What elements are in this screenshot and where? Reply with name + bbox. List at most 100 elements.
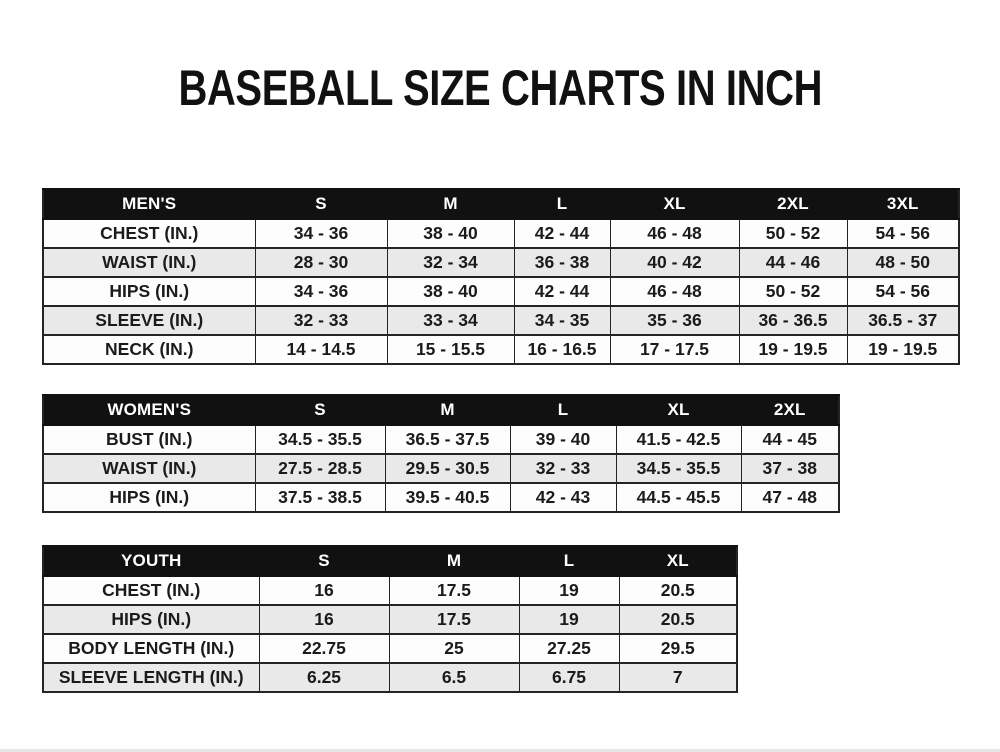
- row-label-cell: WAIST (IN.): [42, 453, 256, 484]
- row-label-cell: CHEST (IN.): [42, 218, 256, 249]
- youth-size-header-cell: L: [518, 545, 620, 577]
- womens-size-header-cell: XL: [615, 394, 742, 426]
- womens-size-header-cell: L: [509, 394, 617, 426]
- youth-table-row: SLEEVE LENGTH (IN.) 6.25 6.5 6.75 7: [42, 662, 738, 693]
- mens-size-header-cell: 3XL: [846, 188, 960, 220]
- size-value-cell: 6.75: [518, 662, 620, 693]
- size-value-cell: 34 - 35: [513, 305, 611, 336]
- size-value-cell: 14 - 14.5: [254, 334, 388, 365]
- size-value-cell: 47 - 48: [740, 482, 840, 513]
- size-value-cell: 54 - 56: [846, 276, 960, 307]
- size-value-cell: 28 - 30: [254, 247, 388, 278]
- youth-table-row: CHEST (IN.) 16 17.5 19 20.5: [42, 575, 738, 606]
- size-value-cell: 33 - 34: [386, 305, 515, 336]
- size-value-cell: 44 - 46: [738, 247, 848, 278]
- youth-size-header-cell: M: [388, 545, 520, 577]
- size-value-cell: 46 - 48: [609, 276, 740, 307]
- image-bottom-edge: [0, 749, 1000, 752]
- size-value-cell: 20.5: [618, 604, 738, 635]
- youth-table-title-cell: YOUTH: [42, 545, 260, 577]
- row-label-cell: BODY LENGTH (IN.): [42, 633, 260, 664]
- page-title: BASEBALL SIZE CHARTS IN INCH: [178, 60, 822, 116]
- size-value-cell: 50 - 52: [738, 218, 848, 249]
- womens-header-row: WOMEN'S S M L XL 2XL: [42, 394, 840, 426]
- size-value-cell: 22.75: [258, 633, 390, 664]
- size-value-cell: 37.5 - 38.5: [254, 482, 386, 513]
- mens-table-title-cell: MEN'S: [42, 188, 256, 220]
- size-value-cell: 19 - 19.5: [846, 334, 960, 365]
- size-value-cell: 32 - 33: [509, 453, 617, 484]
- size-value-cell: 35 - 36: [609, 305, 740, 336]
- mens-size-header-cell: 2XL: [738, 188, 848, 220]
- youth-table-row: BODY LENGTH (IN.) 22.75 25 27.25 29.5: [42, 633, 738, 664]
- size-value-cell: 27.5 - 28.5: [254, 453, 386, 484]
- mens-table-row: WAIST (IN.) 28 - 30 32 - 34 36 - 38 40 - 42 4…: [42, 247, 960, 278]
- size-value-cell: 19: [518, 575, 620, 606]
- youth-size-table: YOUTH S M L XL CHEST (IN.) 16 17.5 19 20.5 HIPS (I…: [42, 545, 738, 693]
- size-value-cell: 16: [258, 604, 390, 635]
- row-label-cell: SLEEVE (IN.): [42, 305, 256, 336]
- mens-header-row: MEN'S S M L XL 2XL 3XL: [42, 188, 960, 220]
- size-value-cell: 38 - 40: [386, 276, 515, 307]
- size-value-cell: 34 - 36: [254, 276, 388, 307]
- size-value-cell: 6.25: [258, 662, 390, 693]
- mens-size-header-cell: M: [386, 188, 515, 220]
- size-value-cell: 42 - 44: [513, 276, 611, 307]
- youth-table-row: HIPS (IN.) 16 17.5 19 20.5: [42, 604, 738, 635]
- size-value-cell: 44.5 - 45.5: [615, 482, 742, 513]
- size-value-cell: 25: [388, 633, 520, 664]
- size-value-cell: 37 - 38: [740, 453, 840, 484]
- size-value-cell: 20.5: [618, 575, 738, 606]
- size-value-cell: 16 - 16.5: [513, 334, 611, 365]
- size-value-cell: 38 - 40: [386, 218, 515, 249]
- mens-size-header-cell: L: [513, 188, 611, 220]
- size-value-cell: 17.5: [388, 604, 520, 635]
- size-value-cell: 27.25: [518, 633, 620, 664]
- size-value-cell: 54 - 56: [846, 218, 960, 249]
- size-value-cell: 36.5 - 37.5: [384, 424, 511, 455]
- size-value-cell: 6.5: [388, 662, 520, 693]
- row-label-cell: HIPS (IN.): [42, 604, 260, 635]
- size-tables-container: MEN'S S M L XL 2XL 3XL CHEST (IN.) 34 - 36 38 - 4…: [42, 188, 1000, 693]
- womens-size-header-cell: S: [254, 394, 386, 426]
- size-value-cell: 42 - 44: [513, 218, 611, 249]
- youth-size-header-cell: S: [258, 545, 390, 577]
- row-label-cell: HIPS (IN.): [42, 276, 256, 307]
- size-value-cell: 42 - 43: [509, 482, 617, 513]
- size-value-cell: 36 - 36.5: [738, 305, 848, 336]
- row-label-cell: HIPS (IN.): [42, 482, 256, 513]
- mens-table-row: HIPS (IN.) 34 - 36 38 - 40 42 - 44 46 - 48 50…: [42, 276, 960, 307]
- youth-header-row: YOUTH S M L XL: [42, 545, 738, 577]
- row-label-cell: SLEEVE LENGTH (IN.): [42, 662, 260, 693]
- womens-table-row: BUST (IN.) 34.5 - 35.5 36.5 - 37.5 39 - 40 4…: [42, 424, 840, 455]
- size-value-cell: 46 - 48: [609, 218, 740, 249]
- size-value-cell: 34.5 - 35.5: [254, 424, 386, 455]
- womens-table-row: HIPS (IN.) 37.5 - 38.5 39.5 - 40.5 42 - 43 4…: [42, 482, 840, 513]
- youth-size-header-cell: XL: [618, 545, 738, 577]
- size-value-cell: 40 - 42: [609, 247, 740, 278]
- womens-table-title-cell: WOMEN'S: [42, 394, 256, 426]
- row-label-cell: NECK (IN.): [42, 334, 256, 365]
- size-value-cell: 29.5 - 30.5: [384, 453, 511, 484]
- womens-size-header-cell: M: [384, 394, 511, 426]
- mens-table-row: CHEST (IN.) 34 - 36 38 - 40 42 - 44 46 - 48 5…: [42, 218, 960, 249]
- womens-size-table: WOMEN'S S M L XL 2XL BUST (IN.) 34.5 - 35.5 36.5…: [42, 394, 840, 513]
- row-label-cell: BUST (IN.): [42, 424, 256, 455]
- size-value-cell: 50 - 52: [738, 276, 848, 307]
- size-value-cell: 36 - 38: [513, 247, 611, 278]
- size-value-cell: 34.5 - 35.5: [615, 453, 742, 484]
- size-value-cell: 48 - 50: [846, 247, 960, 278]
- row-label-cell: CHEST (IN.): [42, 575, 260, 606]
- title-area: BASEBALL SIZE CHARTS IN INCH: [0, 0, 1000, 114]
- size-value-cell: 36.5 - 37: [846, 305, 960, 336]
- size-value-cell: 44 - 45: [740, 424, 840, 455]
- mens-size-header-cell: XL: [609, 188, 740, 220]
- size-value-cell: 19: [518, 604, 620, 635]
- size-value-cell: 7: [618, 662, 738, 693]
- womens-size-header-cell: 2XL: [740, 394, 840, 426]
- size-value-cell: 17 - 17.5: [609, 334, 740, 365]
- size-value-cell: 41.5 - 42.5: [615, 424, 742, 455]
- size-value-cell: 29.5: [618, 633, 738, 664]
- size-value-cell: 16: [258, 575, 390, 606]
